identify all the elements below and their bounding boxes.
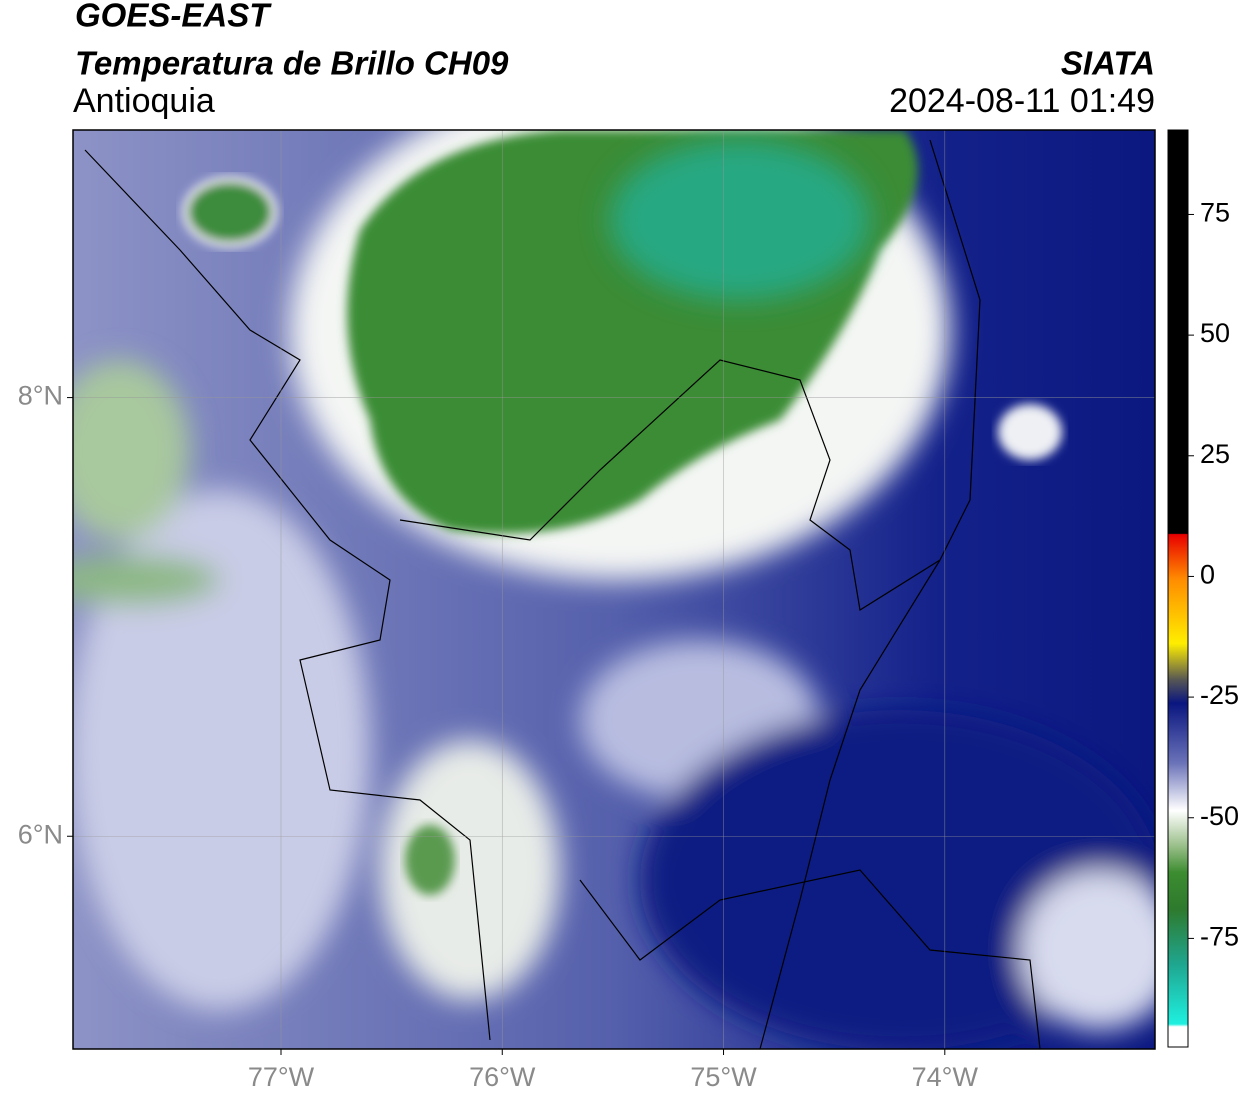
x-tick-label: 75°W <box>690 1062 757 1092</box>
colorbar-label: 75 <box>1200 198 1230 228</box>
map-image <box>73 130 1155 1049</box>
region: Antioquia <box>73 82 215 120</box>
x-tick-label: 74°W <box>912 1062 979 1092</box>
x-tick-label: 76°W <box>469 1062 536 1092</box>
title: GOES-EAST <box>75 0 272 34</box>
datetime: 2024-08-11 01:49 <box>889 82 1155 120</box>
subtitle: Temperatura de Brillo CH09 <box>75 45 509 82</box>
source: SIATA <box>1061 45 1155 82</box>
y-tick-label: 8°N <box>18 381 63 411</box>
colorbar-label: 25 <box>1200 439 1230 469</box>
colorbar-label: -25 <box>1200 680 1239 710</box>
colorbar-label: 50 <box>1200 318 1230 348</box>
x-tick-label: 77°W <box>248 1062 315 1092</box>
colorbar-label: -75 <box>1200 922 1239 952</box>
y-tick-label: 6°N <box>18 819 63 849</box>
colorbar <box>1167 129 1189 1048</box>
colorbar-label: 0 <box>1200 560 1215 590</box>
map-frame <box>72 129 1156 1050</box>
colorbar-label: -50 <box>1200 801 1239 831</box>
